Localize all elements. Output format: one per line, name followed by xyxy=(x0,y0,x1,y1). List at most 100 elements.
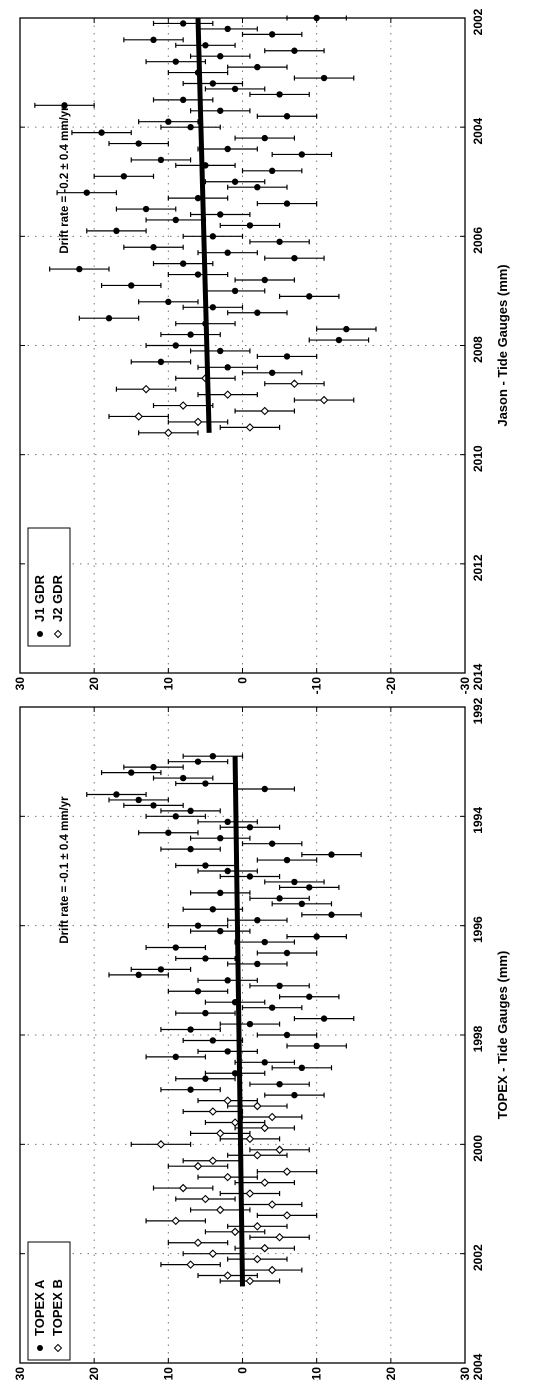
y-tick-label: -30 xyxy=(458,677,472,695)
legend-box xyxy=(27,527,71,647)
data-point xyxy=(230,1227,240,1237)
data-point xyxy=(343,325,350,333)
data-point xyxy=(224,1048,231,1055)
trend-line xyxy=(232,756,245,1287)
data-point xyxy=(186,1260,195,1269)
data-point xyxy=(187,845,194,853)
data-point xyxy=(223,1096,232,1105)
data-point xyxy=(283,353,291,360)
data-point xyxy=(298,1064,306,1072)
data-point xyxy=(215,1205,225,1215)
data-point xyxy=(187,123,194,131)
legend-label-topex-a: TOPEX A xyxy=(32,1279,47,1336)
data-point xyxy=(172,342,179,349)
data-point xyxy=(275,1145,284,1155)
y-tick-label: 10 xyxy=(161,677,175,691)
data-point xyxy=(254,184,261,191)
data-point xyxy=(164,428,173,438)
data-point xyxy=(291,47,298,54)
data-point xyxy=(283,1031,291,1039)
data-point xyxy=(209,906,217,913)
data-point xyxy=(291,878,298,886)
data-point xyxy=(156,1140,166,1149)
x-tick-label: 2004 xyxy=(471,1353,485,1380)
x-tick-label: 2008 xyxy=(471,336,485,363)
x-tick-label: 1998 xyxy=(471,1025,485,1052)
data-point xyxy=(246,824,254,831)
data-point xyxy=(98,129,105,136)
data-point xyxy=(202,780,209,787)
data-point xyxy=(83,189,90,196)
data-point xyxy=(217,211,224,218)
data-point xyxy=(268,1004,276,1011)
data-point xyxy=(215,1129,225,1138)
data-point xyxy=(142,205,150,213)
data-point xyxy=(194,922,202,929)
data-point xyxy=(260,1123,270,1133)
data-point xyxy=(267,1265,277,1275)
data-point xyxy=(193,1238,203,1248)
data-point xyxy=(246,222,254,229)
data-point xyxy=(260,1178,270,1187)
data-point xyxy=(179,96,187,104)
data-point xyxy=(202,1075,209,1082)
data-point xyxy=(208,1156,218,1166)
data-point xyxy=(150,244,157,251)
legend-marker-open xyxy=(53,629,63,639)
data-point xyxy=(193,1161,203,1171)
data-point xyxy=(194,988,202,995)
data-point xyxy=(135,140,142,147)
data-point xyxy=(76,265,83,273)
data-point xyxy=(245,423,255,432)
x-tick-label: 2000 xyxy=(471,1135,485,1162)
legend-box xyxy=(27,1241,71,1361)
data-point xyxy=(261,1059,268,1066)
data-point xyxy=(150,36,157,44)
data-point xyxy=(245,1276,255,1286)
data-point xyxy=(320,1015,328,1022)
data-point xyxy=(178,401,188,410)
annotation-jason: Drift rate = -0.2 ± 0.4 mm/yr xyxy=(59,106,71,254)
series-open xyxy=(108,373,355,438)
data-point xyxy=(276,238,283,245)
data-point xyxy=(172,813,179,820)
data-point xyxy=(261,785,268,793)
data-point xyxy=(157,358,165,366)
data-point xyxy=(253,1150,262,1160)
data-point xyxy=(113,791,120,798)
data-point xyxy=(61,102,68,109)
data-point xyxy=(298,151,306,158)
data-point xyxy=(141,384,151,394)
series-filled xyxy=(86,753,362,1099)
x-tick-label: 2002 xyxy=(471,8,485,35)
legend-marker-filled xyxy=(37,1345,43,1351)
y-tick-label: 0 xyxy=(236,677,250,684)
data-point xyxy=(328,911,335,918)
data-point xyxy=(217,835,224,842)
x-tick-label: 2010 xyxy=(471,445,485,472)
data-point xyxy=(172,216,179,224)
series-open xyxy=(130,1096,318,1286)
data-point xyxy=(268,840,276,847)
legend-label-j1: J1 GDR xyxy=(32,574,47,622)
data-point xyxy=(261,134,268,142)
data-point xyxy=(172,58,179,65)
data-point xyxy=(217,53,224,60)
ylabel-jason: Jason - Tide Gauges (mm) xyxy=(495,264,510,426)
data-point xyxy=(217,107,224,114)
data-point xyxy=(283,856,291,864)
legend-label-j2: J2 GDR xyxy=(50,574,65,622)
data-point xyxy=(128,282,135,289)
data-point xyxy=(313,933,320,940)
data-point xyxy=(128,769,135,776)
data-point xyxy=(283,949,291,957)
data-point xyxy=(231,1070,239,1077)
data-point xyxy=(157,156,165,164)
data-point xyxy=(179,260,187,267)
data-point xyxy=(217,889,224,897)
data-point xyxy=(291,1091,298,1099)
data-point xyxy=(319,395,329,405)
legend-marker-open xyxy=(53,1343,63,1353)
data-point xyxy=(268,369,276,376)
data-point xyxy=(193,417,203,427)
